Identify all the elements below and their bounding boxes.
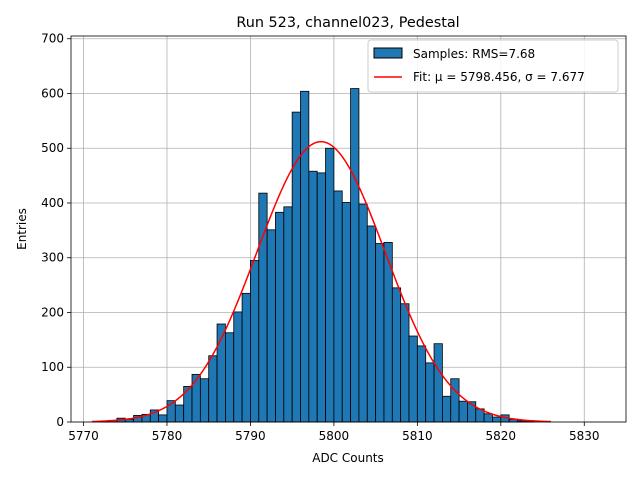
legend: Samples: RMS=7.68 Fit: μ = 5798.456, σ =…	[367, 39, 619, 93]
histogram-bar	[375, 243, 385, 423]
histogram-bar	[250, 260, 260, 423]
legend-label-samples: Samples: RMS=7.68	[413, 47, 535, 61]
legend-label-fit: Fit: μ = 5798.456, σ = 7.677	[413, 70, 585, 84]
histogram-bar	[266, 229, 276, 423]
histogram-bar	[341, 202, 351, 423]
y-tick-label: 300	[41, 251, 64, 265]
x-tick-label: 5800	[319, 429, 350, 443]
legend-swatch-samples	[373, 47, 403, 59]
x-axis-label: ADC Counts	[312, 451, 384, 465]
histogram-bar	[199, 378, 210, 423]
histogram-bar	[441, 395, 452, 423]
histogram-bar	[391, 287, 402, 423]
y-axis-label: Entries	[15, 208, 29, 250]
histogram-bar	[316, 172, 326, 423]
histogram-bar	[158, 414, 168, 423]
histogram-bar	[416, 345, 427, 423]
x-tick-label: 5770	[68, 429, 99, 443]
histogram-bar	[308, 170, 318, 423]
legend-frame	[367, 39, 619, 93]
x-tick-label: 5830	[569, 429, 600, 443]
x-tick-label: 5810	[402, 429, 433, 443]
histogram-bar	[408, 335, 418, 423]
histogram-bar	[283, 206, 293, 423]
y-tick-label: 200	[41, 305, 64, 319]
histogram-bar	[483, 413, 493, 423]
histogram-bar	[233, 311, 243, 423]
histogram-bar	[208, 355, 218, 423]
histogram-bar	[191, 373, 201, 423]
y-tick-label: 0	[56, 415, 64, 429]
histogram-bar	[450, 378, 460, 423]
x-ticks: 5770 5780 5790 5800 5810 5820 5830	[68, 422, 600, 443]
histogram-bar	[366, 225, 377, 423]
histogram-bar	[433, 343, 443, 423]
histogram-bar	[275, 211, 285, 423]
histogram-bar	[325, 147, 335, 423]
histogram-bar	[425, 362, 435, 423]
x-tick-label: 5780	[152, 429, 183, 443]
histogram-bar	[458, 400, 468, 423]
histogram-bar	[224, 332, 235, 423]
histogram-bar	[241, 292, 251, 423]
x-tick-label: 5820	[486, 429, 517, 443]
y-tick-label: 100	[41, 360, 64, 374]
fit-curve	[91, 140, 551, 423]
histogram-bar	[333, 190, 343, 423]
y-tick-label: 400	[41, 196, 64, 210]
histogram-bar	[350, 88, 360, 423]
axes-frame	[70, 35, 627, 423]
y-tick-label: 700	[41, 32, 64, 46]
x-tick-label: 5790	[235, 429, 266, 443]
chart-title: Run 523, channel023, Pedestal	[236, 15, 459, 31]
histogram-bar	[492, 416, 502, 423]
y-tick-label: 600	[41, 86, 64, 100]
histogram-bar	[300, 90, 310, 423]
histogram-bars	[99, 88, 535, 423]
y-ticks: 0 100 200 300 400 500 600 700	[41, 32, 71, 429]
histogram-bar	[174, 404, 185, 423]
y-tick-label: 500	[41, 141, 64, 155]
histogram-bar	[400, 303, 410, 423]
histogram-bar	[358, 203, 368, 423]
grid	[71, 36, 626, 423]
